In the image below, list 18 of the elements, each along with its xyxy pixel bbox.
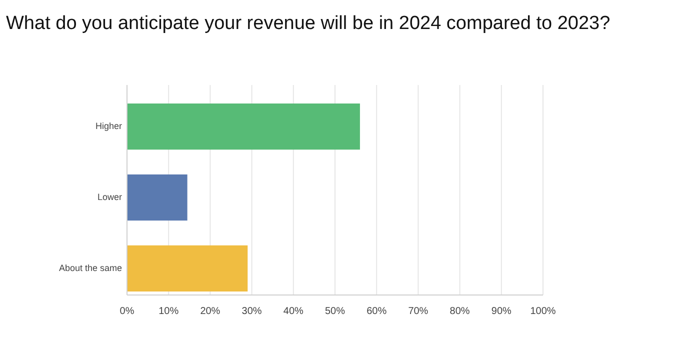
chart-title: What do you anticipate your revenue will be in 2024 compared to 2023? (6, 13, 610, 34)
bar (127, 174, 188, 221)
y-tick-label: Higher (95, 120, 122, 131)
x-tick-label: 30% (242, 306, 262, 317)
y-tick-label: About the same (58, 262, 122, 273)
x-tick-label: 90% (491, 306, 512, 317)
y-tick-label: Lower (97, 192, 122, 202)
x-tick-label: 80% (450, 306, 470, 317)
x-tick-label: 50% (324, 306, 346, 317)
x-tick-label: 10% (158, 306, 179, 317)
x-tick-label: 70% (408, 306, 428, 317)
x-tick-label: 0% (120, 306, 134, 317)
x-tick-label: 20% (200, 306, 220, 317)
x-tick-label: 100% (530, 306, 556, 317)
x-tick-label: 60% (366, 306, 387, 317)
bar (127, 245, 248, 292)
bar (127, 104, 360, 150)
x-tick-label: 40% (283, 306, 304, 317)
